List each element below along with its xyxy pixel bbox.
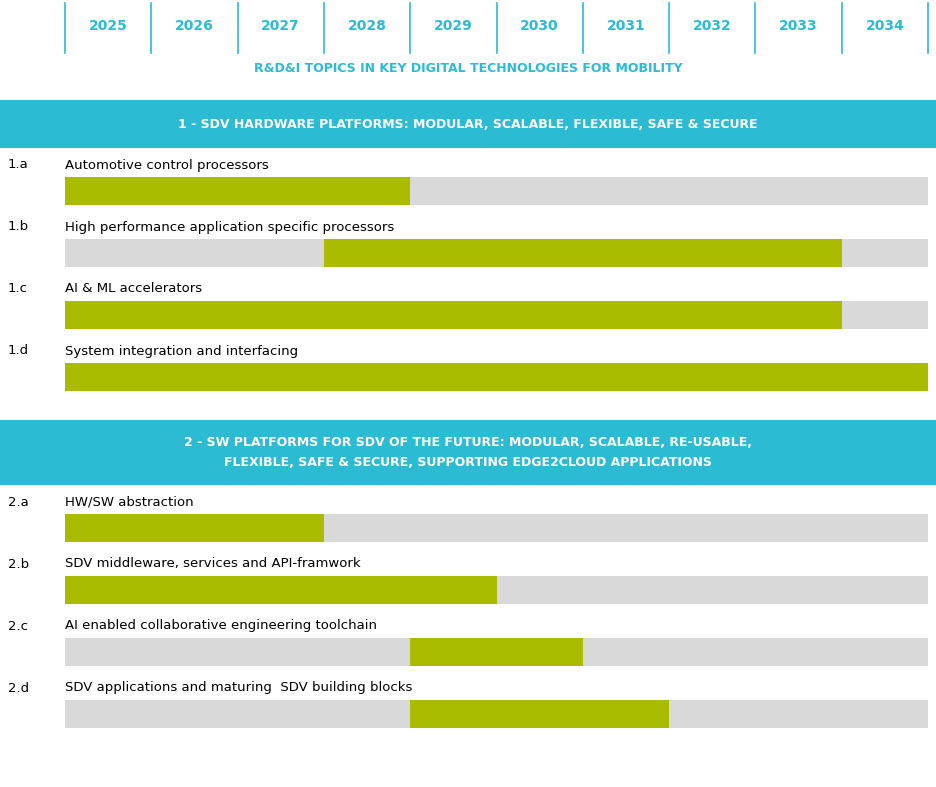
Text: 2029: 2029	[434, 20, 473, 34]
Text: SDV applications and maturing  SDV building blocks: SDV applications and maturing SDV buildi…	[65, 682, 413, 694]
Text: 2034: 2034	[866, 20, 904, 34]
Bar	[324, 239, 841, 267]
Bar	[65, 576, 928, 604]
Bar	[65, 700, 928, 728]
Text: 2027: 2027	[261, 20, 300, 34]
Text: 1.c: 1.c	[8, 283, 28, 295]
Bar	[65, 363, 928, 391]
Text: 2032: 2032	[693, 20, 732, 34]
Bar	[65, 301, 928, 329]
Bar	[65, 301, 841, 329]
Text: SDV middleware, services and API-framwork: SDV middleware, services and API-framwor…	[65, 557, 360, 571]
Bar	[410, 638, 583, 666]
Text: 1 - SDV HARDWARE PLATFORMS: MODULAR, SCALABLE, FLEXIBLE, SAFE & SECURE: 1 - SDV HARDWARE PLATFORMS: MODULAR, SCA…	[178, 117, 758, 131]
Text: 2025: 2025	[89, 20, 127, 34]
Text: 2028: 2028	[347, 20, 387, 34]
Bar	[65, 576, 496, 604]
Bar	[65, 514, 324, 542]
Text: 2026: 2026	[175, 20, 213, 34]
Bar	[65, 363, 928, 391]
Text: High performance application specific processors: High performance application specific pr…	[65, 220, 394, 234]
Bar	[410, 700, 669, 728]
Text: 2031: 2031	[607, 20, 645, 34]
Bar	[65, 177, 410, 205]
Text: 2030: 2030	[520, 20, 559, 34]
Bar	[0, 420, 936, 485]
Text: 2.a: 2.a	[8, 496, 29, 508]
Text: 2.c: 2.c	[8, 619, 28, 633]
Bar	[65, 177, 928, 205]
Bar	[0, 100, 936, 148]
Text: 1.d: 1.d	[8, 345, 29, 357]
Text: HW/SW abstraction: HW/SW abstraction	[65, 496, 194, 508]
Text: 2 - SW PLATFORMS FOR SDV OF THE FUTURE: MODULAR, SCALABLE, RE-USABLE,
FLEXIBLE, : 2 - SW PLATFORMS FOR SDV OF THE FUTURE: …	[184, 437, 752, 468]
Text: 2.d: 2.d	[8, 682, 29, 694]
Text: 2033: 2033	[780, 20, 818, 34]
Text: System integration and interfacing: System integration and interfacing	[65, 345, 299, 357]
Text: R&D&I TOPICS IN KEY DIGITAL TECHNOLOGIES FOR MOBILITY: R&D&I TOPICS IN KEY DIGITAL TECHNOLOGIES…	[254, 61, 682, 75]
Bar	[65, 239, 928, 267]
Text: 2.b: 2.b	[8, 557, 29, 571]
Bar	[65, 638, 928, 666]
Text: 1.b: 1.b	[8, 220, 29, 234]
Text: 1.a: 1.a	[8, 158, 29, 172]
Bar	[65, 514, 928, 542]
Text: AI enabled collaborative engineering toolchain: AI enabled collaborative engineering too…	[65, 619, 377, 633]
Text: Automotive control processors: Automotive control processors	[65, 158, 269, 172]
Text: AI & ML accelerators: AI & ML accelerators	[65, 283, 202, 295]
